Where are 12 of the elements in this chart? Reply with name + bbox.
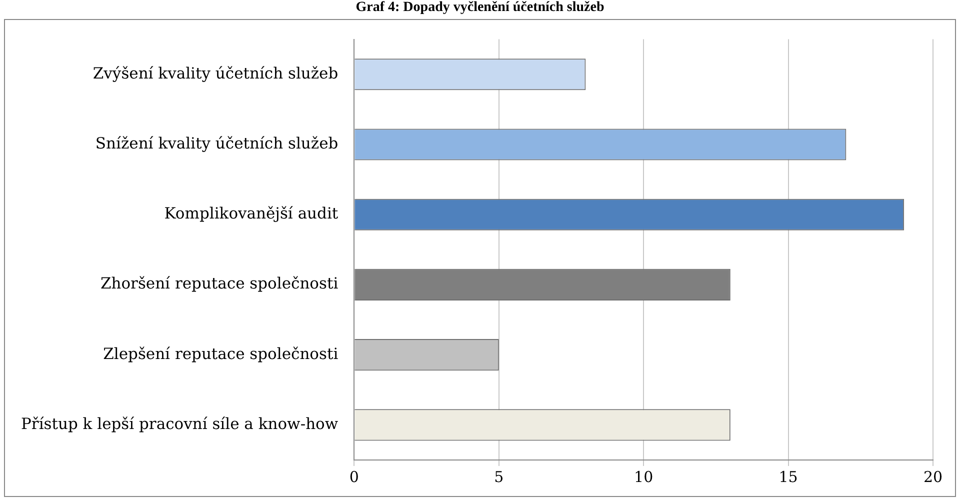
y-tick-label: Přístup k lepší pracovní síle a know-how xyxy=(20,414,339,433)
y-tick-label: Komplikovanější audit xyxy=(164,204,339,223)
x-tick-label: 20 xyxy=(923,468,943,486)
y-tick-label: Snížení kvality účetních služeb xyxy=(95,134,338,153)
y-tick-label: Zlepšení reputace společnosti xyxy=(103,344,338,363)
chart-title: Graf 4: Dopady vyčlenění účetních služeb xyxy=(354,0,606,16)
y-tick-label: Zhoršení reputace společnosti xyxy=(100,274,338,293)
y-tick-label: Zvýšení kvality účetních služeb xyxy=(92,64,338,82)
x-tick-label: 5 xyxy=(494,468,504,486)
x-tick-label: 15 xyxy=(778,468,798,486)
x-tick-label: 10 xyxy=(634,468,654,486)
x-tick-label: 0 xyxy=(349,468,359,486)
